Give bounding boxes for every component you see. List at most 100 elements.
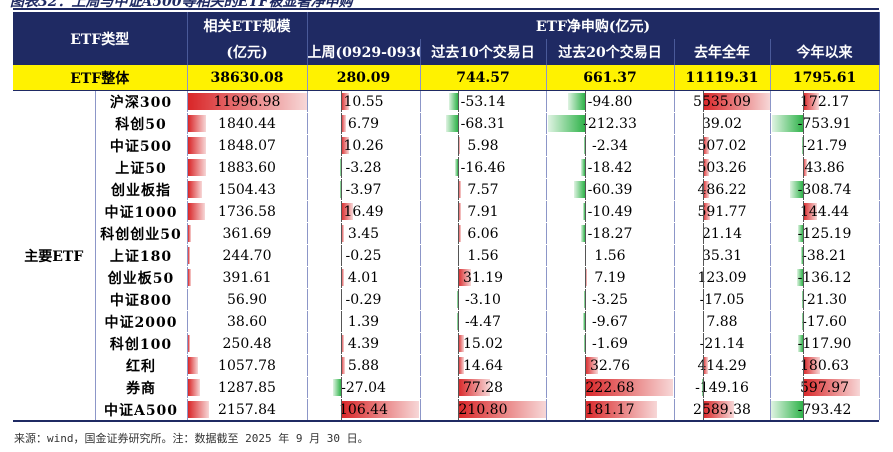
etf-name: 券商 bbox=[95, 376, 188, 399]
value-cell: 597.97 bbox=[770, 376, 880, 399]
bar-axis bbox=[802, 245, 804, 266]
etf-name: 中证800 bbox=[95, 288, 188, 311]
value-text: 21.14 bbox=[701, 225, 743, 242]
bar-axis bbox=[703, 289, 704, 310]
value-text: 5.98 bbox=[467, 137, 499, 154]
value-text: 391.61 bbox=[222, 269, 272, 286]
value-text: 486.22 bbox=[697, 181, 747, 198]
value-cell: -10.49 bbox=[546, 200, 675, 223]
value-cell: -1.69 bbox=[546, 332, 675, 355]
bar-axis bbox=[703, 113, 704, 134]
value-cell: -94.80 bbox=[546, 90, 675, 113]
value-text: 507.02 bbox=[697, 137, 747, 154]
value-cell: 10.55 bbox=[307, 90, 421, 113]
value-text: -16.46 bbox=[460, 159, 506, 176]
value-cell: -18.27 bbox=[546, 222, 675, 245]
data-bar bbox=[341, 115, 347, 132]
table-row: 主要ETF 沪深300 11996.98 10.55 -53.14 -94.80 5535.… bbox=[13, 90, 880, 421]
data-bar bbox=[339, 181, 342, 198]
value-text: 15.02 bbox=[462, 335, 504, 352]
header-col-last-week: 上周(0929-0930) bbox=[307, 39, 421, 65]
value-cell: -9.67 bbox=[546, 310, 675, 333]
value-cell: -2.34 bbox=[546, 134, 675, 157]
bar-axis bbox=[802, 157, 804, 178]
value-cell: -0.29 bbox=[307, 288, 421, 311]
value-text: 43.86 bbox=[804, 159, 845, 176]
data-bar bbox=[584, 379, 673, 396]
value-cell: 7.91 bbox=[420, 200, 547, 223]
data-bar bbox=[445, 115, 458, 132]
data-bar bbox=[801, 247, 803, 264]
value-text: 503.26 bbox=[697, 159, 747, 176]
bar-axis bbox=[802, 311, 804, 332]
value-cell: 244.70 bbox=[187, 244, 308, 267]
etf-name: 中证2000 bbox=[95, 310, 188, 333]
value-cell: -212.33 bbox=[546, 112, 675, 135]
data-bar bbox=[187, 379, 201, 396]
etf-name: 上证50 bbox=[95, 156, 188, 179]
data-bar bbox=[802, 357, 821, 374]
bar-axis bbox=[341, 399, 343, 420]
value-cell: 38.60 bbox=[187, 310, 308, 333]
data-bar bbox=[341, 137, 349, 154]
value-cell: -18.42 bbox=[546, 156, 675, 179]
header-col-10d: 过去10个交易日 bbox=[420, 39, 547, 65]
bar-axis bbox=[458, 399, 459, 420]
data-bar bbox=[187, 93, 306, 110]
header-col-20d: 过去20个交易日 bbox=[546, 39, 675, 65]
value-text: 4.01 bbox=[347, 269, 380, 286]
value-text: -60.39 bbox=[587, 181, 633, 198]
data-bar bbox=[584, 269, 588, 286]
value-text: 10.55 bbox=[343, 93, 384, 110]
table-row: 上证180 244.70 -0.25 1.56 1.56 35.31 -38.21 bbox=[13, 244, 880, 267]
value-text: 6.79 bbox=[347, 115, 380, 132]
bar-axis bbox=[703, 179, 704, 200]
bar-axis bbox=[458, 135, 459, 156]
value-text: -212.33 bbox=[583, 115, 637, 132]
table-row: 中证A500 2157.84 106.44 210.80 181.17 2589.38 -7… bbox=[13, 398, 880, 421]
bottom-rule bbox=[13, 420, 879, 422]
data-bar bbox=[582, 203, 585, 220]
value-text: -308.74 bbox=[797, 181, 852, 198]
value-text: 11996.98 bbox=[213, 93, 281, 110]
etf-name: 中证500 bbox=[95, 134, 188, 157]
value-cell: 1.56 bbox=[546, 244, 675, 267]
value-text: 181.17 bbox=[585, 401, 635, 418]
value-text: 32.76 bbox=[589, 357, 631, 374]
data-bar bbox=[458, 137, 461, 154]
data-bar bbox=[457, 291, 458, 308]
value-cell: 591.77 bbox=[674, 200, 771, 223]
value-text: 123.09 bbox=[697, 269, 747, 286]
value-cell: 4.39 bbox=[307, 332, 421, 355]
data-bar bbox=[187, 159, 207, 176]
value-cell: -21.79 bbox=[770, 134, 880, 157]
value-text: -94.80 bbox=[587, 93, 633, 110]
value-text: -21.14 bbox=[699, 335, 745, 352]
data-bar bbox=[187, 137, 206, 154]
bar-axis bbox=[584, 289, 586, 310]
data-bar bbox=[770, 401, 803, 418]
value-cell: 35.31 bbox=[674, 244, 771, 267]
value-text: -53.14 bbox=[460, 93, 506, 110]
value-cell: -125.19 bbox=[770, 222, 880, 245]
header-scale-line2: (亿元) bbox=[187, 39, 308, 65]
value-cell: 250.48 bbox=[187, 332, 308, 355]
total-value: 744.57 bbox=[420, 65, 547, 91]
value-cell: -4.47 bbox=[420, 310, 547, 333]
total-value: 661.37 bbox=[546, 65, 675, 91]
data-bar bbox=[581, 225, 585, 242]
bar-axis bbox=[458, 157, 459, 178]
value-text: 1840.44 bbox=[218, 115, 276, 132]
value-text: 2589.38 bbox=[693, 401, 751, 418]
data-bar bbox=[797, 225, 803, 242]
bar-axis bbox=[584, 113, 586, 134]
bar-axis bbox=[802, 333, 804, 354]
value-cell: -38.21 bbox=[770, 244, 880, 267]
bar-axis bbox=[802, 267, 804, 288]
value-text: 1.56 bbox=[594, 247, 626, 264]
table-row: 科创100 250.48 4.39 15.02 -1.69 -21.14 -117.90 bbox=[13, 332, 880, 355]
value-cell: 1287.85 bbox=[187, 376, 308, 399]
bar-axis bbox=[458, 223, 459, 244]
data-bar bbox=[802, 291, 803, 308]
bar-axis bbox=[584, 135, 586, 156]
